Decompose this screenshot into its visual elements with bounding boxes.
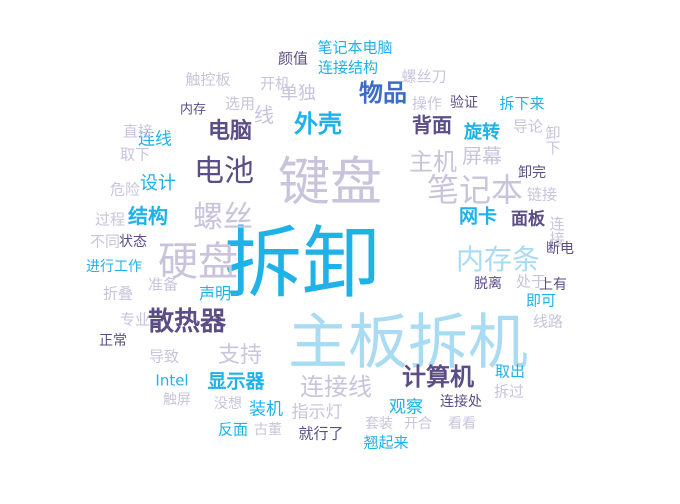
cloud-word: 屏幕 [462, 144, 502, 168]
cloud-word: 危险 [109, 180, 141, 199]
cloud-word: 看看 [448, 416, 476, 432]
cloud-word: 不同 [89, 232, 121, 251]
cloud-word: 开机 [259, 74, 291, 93]
cloud-word: 导论 [512, 117, 544, 136]
cloud-word: 网卡 [458, 205, 498, 228]
cloud-word: 脱离 [474, 276, 502, 292]
cloud-word: 支持 [217, 343, 263, 368]
cloud-word: 螺丝 [193, 200, 253, 235]
cloud-word: 拆过 [493, 382, 525, 401]
cloud-word: 卸下 [543, 125, 562, 155]
cloud-word: 触屏 [163, 392, 191, 408]
cloud-word: 反面 [217, 420, 249, 439]
cloud-word: 进行工作 [86, 259, 142, 275]
cloud-word: 套装 [365, 416, 393, 432]
cloud-word: 拆下来 [499, 94, 545, 113]
cloud-word: 主板拆机 [288, 308, 528, 378]
cloud-word: 连接处 [440, 394, 482, 410]
cloud-word: 笔记本电脑 [317, 38, 393, 57]
cloud-word: 状态 [119, 234, 147, 250]
cloud-word: 连接线 [300, 373, 372, 401]
cloud-word: 内存 [179, 102, 207, 118]
cloud-word: 连接 [547, 216, 566, 246]
cloud-word: 装机 [249, 399, 283, 420]
cloud-word: 笔记本 [426, 171, 524, 209]
cloud-word: 触控板 [185, 70, 231, 89]
cloud-word: 显示器 [207, 370, 265, 393]
cloud-word: 拆卸 [223, 219, 381, 309]
cloud-word: 螺丝刀 [401, 67, 447, 86]
cloud-word: 电脑 [207, 119, 253, 144]
cloud-word: 验证 [450, 95, 478, 111]
cloud-word: 折叠 [102, 284, 134, 303]
cloud-word: 声明 [198, 284, 232, 303]
cloud-word: 即可 [525, 291, 557, 310]
cloud-word: 开合 [404, 416, 432, 432]
cloud-word: 主机 [409, 148, 457, 176]
cloud-word: 结构 [128, 204, 168, 228]
cloud-word: 颜值 [277, 49, 309, 68]
cloud-word: 线 [254, 103, 274, 127]
cloud-word: 翘起来 [363, 433, 409, 452]
cloud-word: 就行了 [298, 424, 344, 443]
cloud-word: 专业 [119, 310, 151, 329]
cloud-word: 线路 [532, 312, 564, 331]
cloud-word: 散热器 [147, 307, 227, 337]
cloud-word: 准备 [147, 275, 179, 294]
cloud-word: 导致 [148, 347, 180, 366]
cloud-word: 取出 [494, 362, 526, 381]
cloud-word: 计算机 [402, 363, 474, 391]
cloud-word: 正常 [99, 333, 127, 349]
cloud-word: 观察 [389, 397, 423, 418]
cloud-word: 卸完 [518, 165, 546, 181]
cloud-word: 链接 [526, 185, 558, 204]
cloud-word: 操作 [411, 94, 443, 113]
cloud-word: Intel [155, 371, 189, 390]
cloud-word: 没想 [214, 396, 242, 412]
cloud-word: 设计 [140, 173, 176, 194]
cloud-word: 硬盘 [158, 239, 238, 285]
cloud-word: 指示灯 [291, 402, 343, 423]
cloud-word: 直接 [122, 122, 154, 141]
cloud-word: 过程 [94, 210, 126, 229]
cloud-word: 外壳 [294, 110, 342, 138]
cloud-word: 上有 [539, 277, 567, 293]
cloud-word: 古董 [254, 422, 282, 438]
cloud-word: 取下 [119, 145, 151, 164]
cloud-word: 内存条 [455, 243, 541, 276]
cloud-word: 连线 [138, 129, 172, 150]
cloud-word: 面板 [511, 209, 545, 230]
cloud-word: 物品 [359, 79, 407, 107]
cloud-word: 键盘 [277, 153, 383, 213]
cloud-word: 电池 [194, 154, 254, 189]
cloud-word: 连接结构 [317, 58, 379, 77]
cloud-word: 单独 [280, 83, 316, 104]
cloud-word: 背面 [412, 113, 452, 137]
cloud-word: 旋转 [464, 122, 500, 143]
cloud-word: 断电 [546, 241, 574, 257]
cloud-word: 处于 [515, 272, 547, 291]
cloud-word: 选用 [224, 94, 256, 113]
